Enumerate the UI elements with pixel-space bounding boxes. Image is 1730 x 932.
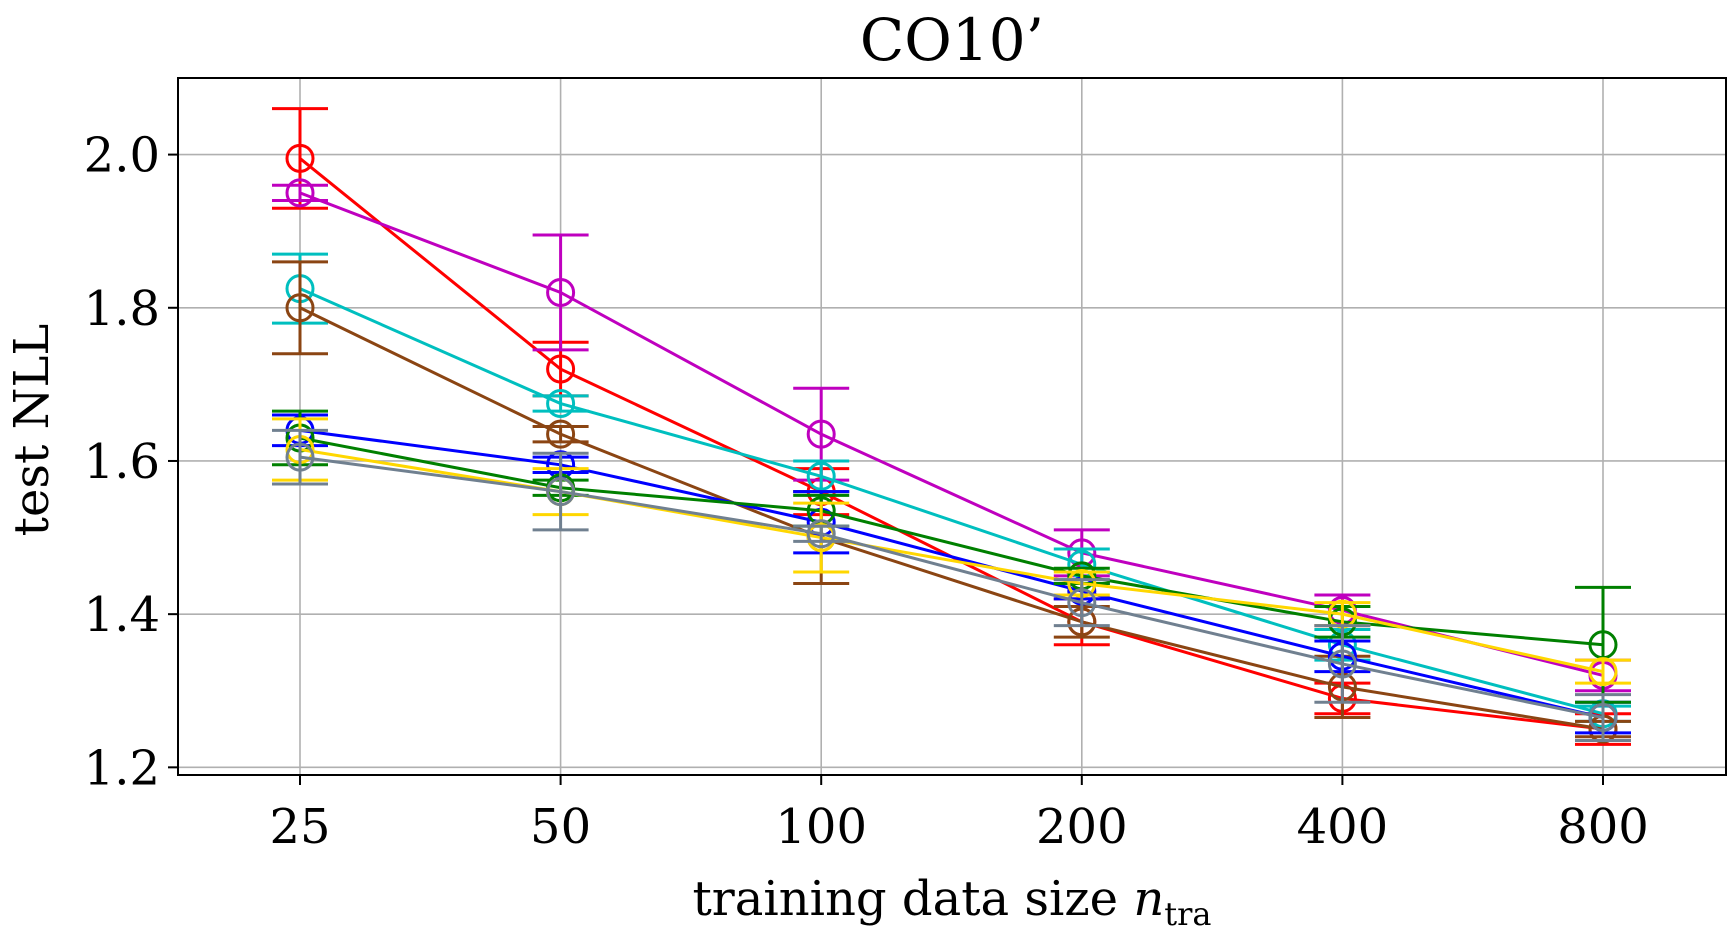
x-tick-label: 25 (269, 799, 330, 855)
series-line (299, 455, 1604, 720)
y-tick-label: 2.0 (84, 128, 160, 184)
data-point (546, 354, 576, 384)
series-red (272, 107, 1631, 746)
data-point (285, 293, 315, 323)
data-point (285, 442, 315, 472)
series-brown (272, 260, 1631, 744)
y-tick-label: 1.4 (84, 587, 160, 643)
data-point (546, 389, 576, 419)
x-tick-label: 400 (1297, 799, 1389, 855)
x-tick-label: 200 (1036, 799, 1128, 855)
series-gold (272, 417, 1631, 687)
data-point (806, 419, 836, 449)
series-cyan (272, 252, 1631, 729)
series-line (299, 436, 1604, 647)
data-point (1067, 588, 1097, 618)
x-axis-label: training data size ntra (693, 871, 1212, 932)
x-axis-label-var: n (1133, 871, 1164, 927)
x-tick-label: 100 (775, 799, 867, 855)
series-line (299, 428, 1604, 720)
x-axis-label-sub: tra (1164, 895, 1211, 932)
series-layer (272, 107, 1631, 746)
data-point (1588, 703, 1618, 733)
y-axis: 1.2 1.4 1.6 1.8 2.0 (84, 128, 178, 796)
y-tick-label: 1.8 (84, 281, 160, 337)
data-point (1588, 657, 1618, 687)
data-point (806, 461, 836, 491)
series-line (299, 306, 1604, 731)
series-line (299, 287, 1604, 716)
x-tick-label: 800 (1557, 799, 1649, 855)
grid-layer (178, 78, 1726, 775)
series-blue (272, 413, 1631, 735)
series-line (299, 157, 1604, 731)
chart-title: CO10’ (860, 6, 1044, 74)
plot-frame (177, 77, 1727, 776)
x-axis: 25 50 100 200 400 800 (269, 775, 1649, 855)
x-axis-label-main: training data size (693, 871, 1134, 927)
data-point (546, 477, 576, 507)
data-point (806, 519, 836, 549)
y-axis-label: test NLL (4, 324, 60, 537)
data-point (546, 277, 576, 307)
y-tick-label: 1.2 (84, 740, 160, 796)
data-point (1327, 649, 1357, 679)
x-tick-label: 50 (530, 799, 591, 855)
series-line (299, 191, 1604, 677)
data-point (546, 419, 576, 449)
y-tick-label: 1.6 (84, 434, 160, 490)
series-gray (272, 428, 1631, 743)
data-point (285, 143, 315, 173)
data-point (285, 178, 315, 208)
